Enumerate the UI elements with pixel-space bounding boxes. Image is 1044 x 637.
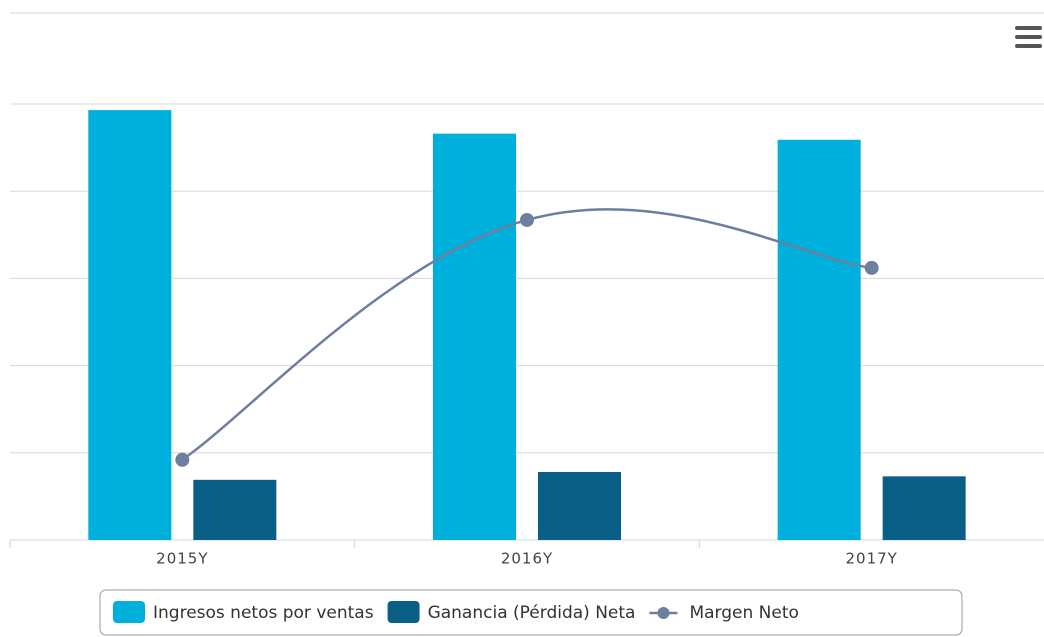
menu-bar[interactable] — [1015, 44, 1042, 48]
menu-bar[interactable] — [1015, 35, 1042, 39]
line-point — [520, 212, 534, 227]
line — [181, 208, 872, 461]
x-tick-label: 2016Y — [501, 550, 553, 568]
legend-symbol — [113, 601, 145, 623]
bar — [882, 476, 966, 540]
bar — [538, 471, 621, 540]
line-point — [864, 260, 879, 275]
legend-box — [99, 589, 963, 636]
bar — [433, 133, 516, 540]
bar — [88, 110, 172, 540]
legend-label: Margen Neto — [689, 603, 798, 623]
legend-label: Ingresos netos por ventas — [153, 603, 374, 623]
menu-button[interactable] — [1015, 26, 1042, 48]
legend-symbol — [657, 607, 670, 619]
bar — [193, 479, 277, 540]
x-tick-label: 2017Y — [845, 550, 897, 568]
menu-bar[interactable] — [1015, 26, 1042, 30]
legend-label: Ganancia (Pérdida) Neta — [428, 603, 636, 623]
x-tick-label: 2015Y — [156, 550, 208, 568]
line-point — [175, 452, 190, 467]
legend-symbol — [387, 601, 420, 623]
bar — [777, 139, 861, 540]
